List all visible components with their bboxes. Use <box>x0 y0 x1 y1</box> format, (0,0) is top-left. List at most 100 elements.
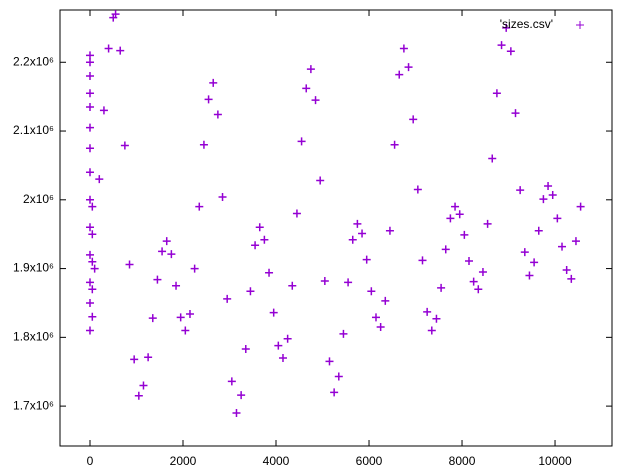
point <box>265 268 274 277</box>
point <box>223 294 232 303</box>
point <box>502 23 511 32</box>
point <box>88 312 97 321</box>
point <box>213 110 222 119</box>
point <box>255 223 264 232</box>
point <box>85 58 94 67</box>
point <box>85 195 94 204</box>
point <box>88 285 97 294</box>
x-tick-label: 8000 <box>449 454 476 468</box>
point <box>446 214 455 223</box>
point <box>390 140 399 149</box>
point <box>316 176 325 185</box>
point <box>548 190 557 199</box>
point <box>139 381 148 390</box>
point <box>85 89 94 98</box>
point <box>260 235 269 244</box>
y-tick-label: 1.7x10⁶ <box>13 398 54 412</box>
point <box>120 141 129 150</box>
point <box>399 44 408 53</box>
point <box>520 248 529 257</box>
point <box>553 214 562 223</box>
legend-marker <box>576 21 584 29</box>
point <box>237 391 246 400</box>
point <box>492 89 501 98</box>
point <box>306 65 315 74</box>
point <box>511 109 520 118</box>
point <box>302 84 311 93</box>
point <box>427 326 436 335</box>
point <box>85 144 94 153</box>
point <box>85 123 94 132</box>
point <box>99 106 108 115</box>
point <box>451 202 460 211</box>
point <box>544 182 553 191</box>
point <box>85 298 94 307</box>
y-tick-label: 2.2x10⁶ <box>13 54 54 68</box>
point <box>320 276 329 285</box>
point <box>404 63 413 72</box>
point <box>88 257 97 266</box>
point <box>85 250 94 259</box>
point <box>148 314 157 323</box>
x-tick-label: 6000 <box>356 454 383 468</box>
point <box>418 256 427 265</box>
point <box>85 102 94 111</box>
point <box>558 242 567 251</box>
point <box>576 202 585 211</box>
point <box>185 309 194 318</box>
y-tick-label: 1.8x10⁶ <box>13 330 54 344</box>
point <box>381 296 390 305</box>
point <box>367 287 376 296</box>
point <box>125 260 134 269</box>
point <box>199 140 208 149</box>
point <box>311 96 320 105</box>
y-tick-label: 2x10⁶ <box>23 192 54 206</box>
point <box>441 245 450 254</box>
point <box>516 186 525 195</box>
point <box>413 185 422 194</box>
point <box>251 241 260 250</box>
point <box>88 230 97 239</box>
point <box>88 202 97 211</box>
y-tick-label: 2.1x10⁶ <box>13 123 54 137</box>
point <box>288 281 297 290</box>
point <box>488 154 497 163</box>
point <box>292 209 301 218</box>
point <box>534 226 543 235</box>
point <box>469 277 478 286</box>
point <box>241 345 250 354</box>
point <box>246 287 255 296</box>
point <box>232 408 241 417</box>
point <box>130 355 139 364</box>
point <box>162 237 171 246</box>
point <box>325 357 334 366</box>
point <box>339 329 348 338</box>
point <box>478 268 487 277</box>
point <box>274 341 283 350</box>
point <box>85 326 94 335</box>
legend-label: 'sizes.csv' <box>500 17 553 31</box>
point <box>172 281 181 290</box>
point <box>437 283 446 292</box>
point <box>85 278 94 287</box>
point <box>362 255 371 264</box>
point <box>385 226 394 235</box>
point <box>153 275 162 284</box>
point <box>190 264 199 273</box>
point <box>195 202 204 211</box>
point <box>348 235 357 244</box>
point <box>95 175 104 184</box>
point <box>85 223 94 232</box>
point <box>432 314 441 323</box>
point <box>562 265 571 274</box>
point <box>144 353 153 362</box>
point <box>227 377 236 386</box>
point <box>158 247 167 256</box>
point <box>204 95 213 104</box>
point <box>85 168 94 177</box>
point <box>218 193 227 202</box>
point <box>571 237 580 246</box>
point <box>497 41 506 50</box>
point <box>104 44 113 53</box>
